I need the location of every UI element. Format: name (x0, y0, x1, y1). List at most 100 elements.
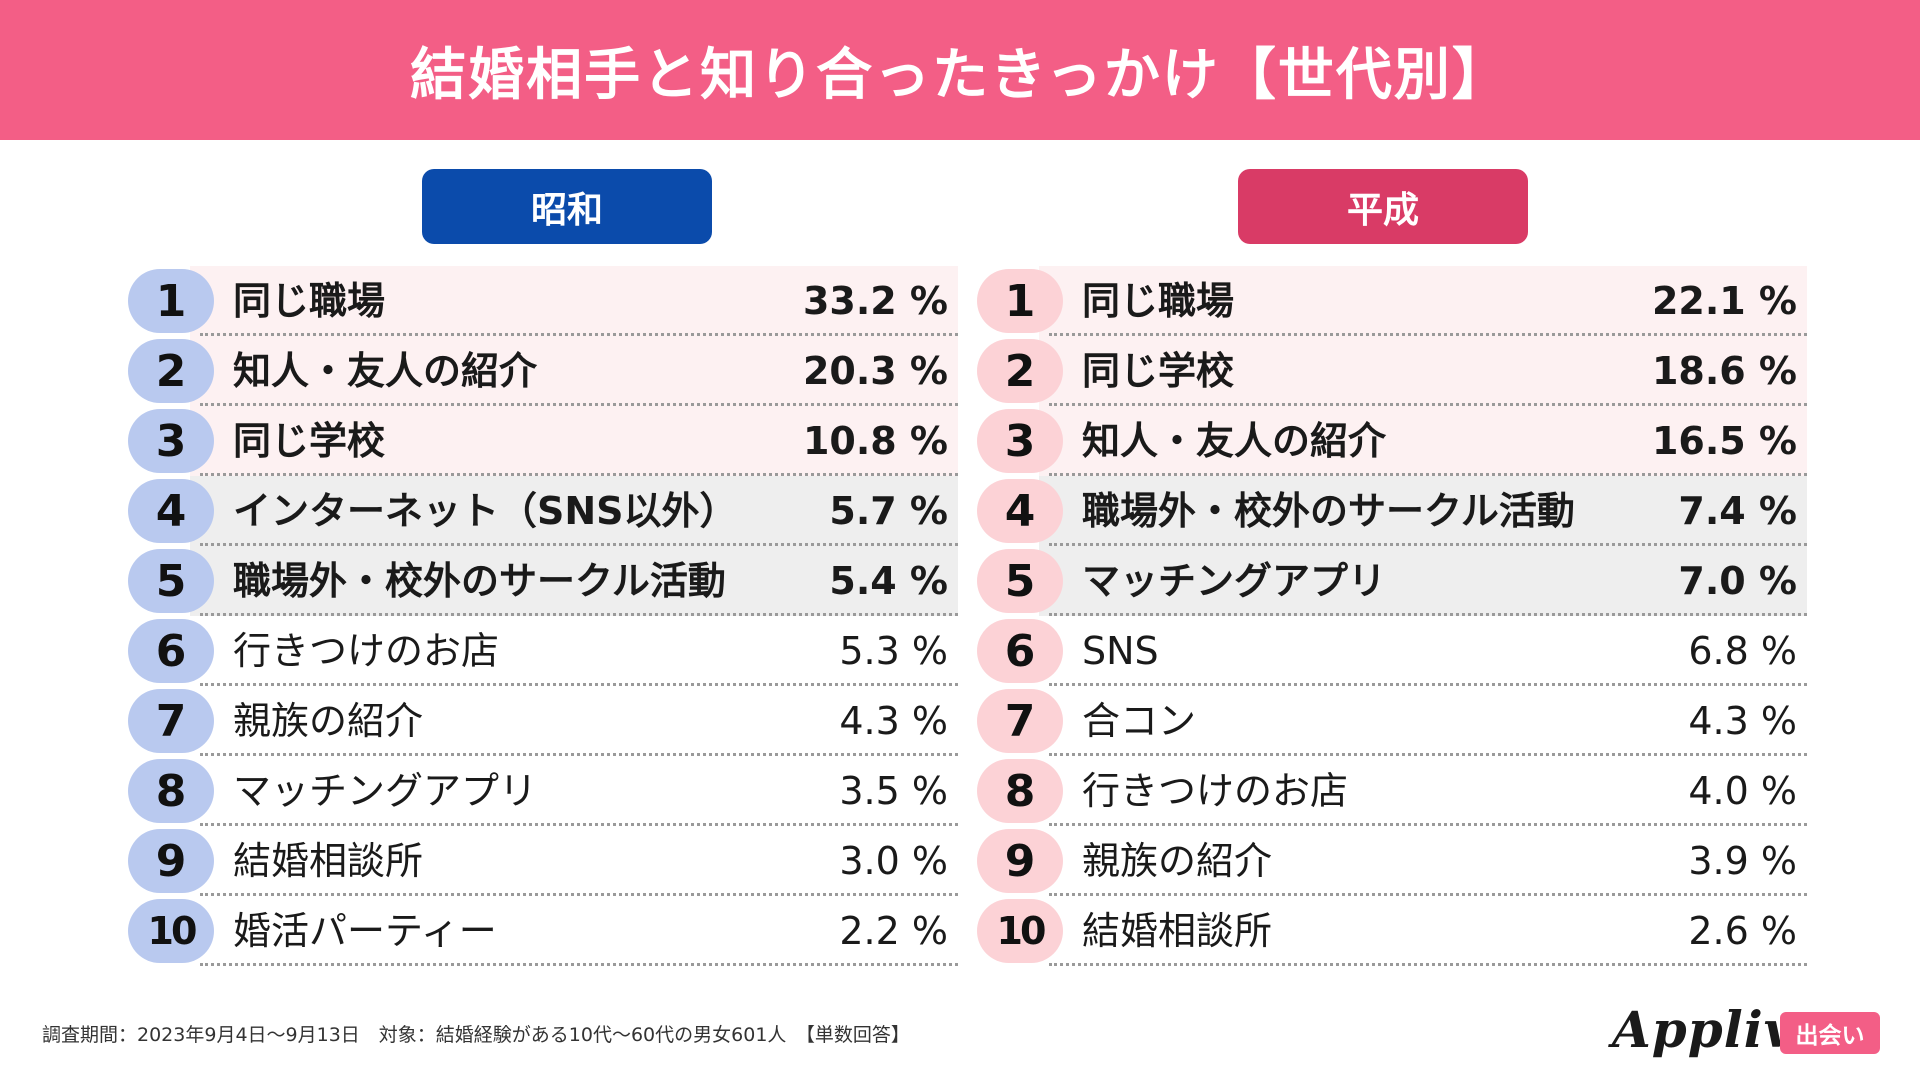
dotted-divider (200, 333, 958, 336)
row-highlight (190, 266, 958, 336)
heisei-rank-row: 8 行きつけのお店 4.0 % (977, 756, 1807, 826)
showa-rank-row: 3 同じ学校 10.8 % (128, 406, 958, 476)
row-highlight (1039, 546, 1807, 616)
rank-label: 同じ職場 (233, 279, 386, 323)
rank-label: 親族の紹介 (233, 699, 424, 743)
showa-rank-row: 10 婚活パーティー 2.2 % (128, 896, 958, 966)
heisei-rank-row: 4 職場外・校外のサークル活動 7.4 % (977, 476, 1807, 546)
dotted-divider (1049, 613, 1807, 616)
showa-rank-row: 5 職場外・校外のサークル活動 5.4 % (128, 546, 958, 616)
dotted-divider (200, 963, 958, 966)
title-banner: 結婚相手と知り合ったきっかけ【世代別】 (0, 0, 1920, 140)
rank-percentage: 2.6 % (1688, 909, 1797, 953)
rank-badge: 7 (977, 689, 1063, 753)
rank-badge: 2 (128, 339, 214, 403)
rank-percentage: 5.3 % (839, 629, 948, 673)
rank-label: 職場外・校外のサークル活動 (1082, 489, 1575, 533)
rank-label: 行きつけのお店 (233, 629, 500, 673)
rank-label: 結婚相談所 (233, 839, 424, 883)
heisei-rank-row: 10 結婚相談所 2.6 % (977, 896, 1807, 966)
row-highlight (190, 336, 958, 406)
rank-percentage: 18.6 % (1651, 349, 1797, 393)
showa-rank-row: 7 親族の紹介 4.3 % (128, 686, 958, 756)
rank-label: 職場外・校外のサークル活動 (233, 559, 726, 603)
rank-badge: 8 (977, 759, 1063, 823)
showa-rank-row: 9 結婚相談所 3.0 % (128, 826, 958, 896)
heisei-rank-row: 7 合コン 4.3 % (977, 686, 1807, 756)
dotted-divider (200, 893, 958, 896)
rank-label: 知人・友人の紹介 (1082, 419, 1387, 463)
rank-badge: 3 (128, 409, 214, 473)
survey-note: 調査期間：2023年9月4日〜9月13日 対象：結婚経験がある10代〜60代の男… (42, 1024, 910, 1046)
rank-percentage: 33.2 % (802, 279, 948, 323)
rank-label: SNS (1082, 629, 1159, 673)
dotted-divider (200, 613, 958, 616)
dotted-divider (1049, 893, 1807, 896)
appliv-logo: Appliv (1612, 1000, 1794, 1059)
dotted-divider (200, 543, 958, 546)
rank-badge: 2 (977, 339, 1063, 403)
dotted-divider (200, 823, 958, 826)
rank-percentage: 5.7 % (829, 489, 948, 533)
rank-badge: 6 (128, 619, 214, 683)
dotted-divider (200, 473, 958, 476)
rank-percentage: 7.4 % (1678, 489, 1797, 533)
rank-label: マッチングアプリ (1082, 559, 1387, 603)
rank-label: 親族の紹介 (1082, 839, 1273, 883)
showa-rank-row: 8 マッチングアプリ 3.5 % (128, 756, 958, 826)
rank-badge: 5 (977, 549, 1063, 613)
rank-label: 同じ学校 (233, 419, 386, 463)
heisei-rank-row: 1 同じ職場 22.1 % (977, 266, 1807, 336)
rank-percentage: 7.0 % (1678, 559, 1797, 603)
heisei-rank-row: 5 マッチングアプリ 7.0 % (977, 546, 1807, 616)
showa-ranking: 1 同じ職場 33.2 % 2 知人・友人の紹介 20.3 % 3 同じ学校 10.8 % 4 イン… (128, 266, 958, 966)
heisei-ranking: 1 同じ職場 22.1 % 2 同じ学校 18.6 % 3 知人・友人の紹介 16.5 % 4 職場… (977, 266, 1807, 966)
rank-badge: 5 (128, 549, 214, 613)
rank-percentage: 16.5 % (1651, 419, 1797, 463)
heisei-rank-row: 6 SNS 6.8 % (977, 616, 1807, 686)
dotted-divider (1049, 753, 1807, 756)
dotted-divider (1049, 963, 1807, 966)
rank-percentage: 3.9 % (1688, 839, 1797, 883)
dotted-divider (1049, 823, 1807, 826)
rank-label: 同じ学校 (1082, 349, 1235, 393)
rank-percentage: 5.4 % (829, 559, 948, 603)
rank-badge: 9 (128, 829, 214, 893)
rank-badge: 4 (128, 479, 214, 543)
rank-badge: 9 (977, 829, 1063, 893)
rank-percentage: 3.0 % (839, 839, 948, 883)
showa-rank-row: 6 行きつけのお店 5.3 % (128, 616, 958, 686)
row-highlight (190, 406, 958, 476)
rank-badge: 10 (977, 899, 1063, 963)
dotted-divider (1049, 473, 1807, 476)
dotted-divider (200, 683, 958, 686)
rank-percentage: 4.3 % (1688, 699, 1797, 743)
rank-label: 行きつけのお店 (1082, 769, 1349, 813)
heisei-rank-row: 2 同じ学校 18.6 % (977, 336, 1807, 406)
row-highlight (190, 546, 958, 616)
showa-rank-row: 1 同じ職場 33.2 % (128, 266, 958, 336)
dotted-divider (200, 753, 958, 756)
heisei-rank-row: 9 親族の紹介 3.9 % (977, 826, 1807, 896)
rank-label: 結婚相談所 (1082, 909, 1273, 953)
showa-rank-row: 2 知人・友人の紹介 20.3 % (128, 336, 958, 406)
showa-heading: 昭和 (422, 169, 712, 244)
dotted-divider (1049, 683, 1807, 686)
row-highlight (190, 476, 958, 546)
rank-percentage: 2.2 % (839, 909, 948, 953)
rank-label: 婚活パーティー (233, 909, 497, 953)
rank-badge: 1 (128, 269, 214, 333)
dotted-divider (200, 403, 958, 406)
rank-badge: 1 (977, 269, 1063, 333)
rank-percentage: 10.8 % (802, 419, 948, 463)
heisei-heading: 平成 (1238, 169, 1528, 244)
rank-label: 知人・友人の紹介 (233, 349, 538, 393)
rank-percentage: 22.1 % (1651, 279, 1797, 323)
rank-percentage: 20.3 % (802, 349, 948, 393)
rank-badge: 7 (128, 689, 214, 753)
rank-percentage: 4.3 % (839, 699, 948, 743)
rank-badge: 3 (977, 409, 1063, 473)
heisei-rank-row: 3 知人・友人の紹介 16.5 % (977, 406, 1807, 476)
dotted-divider (1049, 333, 1807, 336)
page-title: 結婚相手と知り合ったきっかけ【世代別】 (410, 42, 1510, 108)
